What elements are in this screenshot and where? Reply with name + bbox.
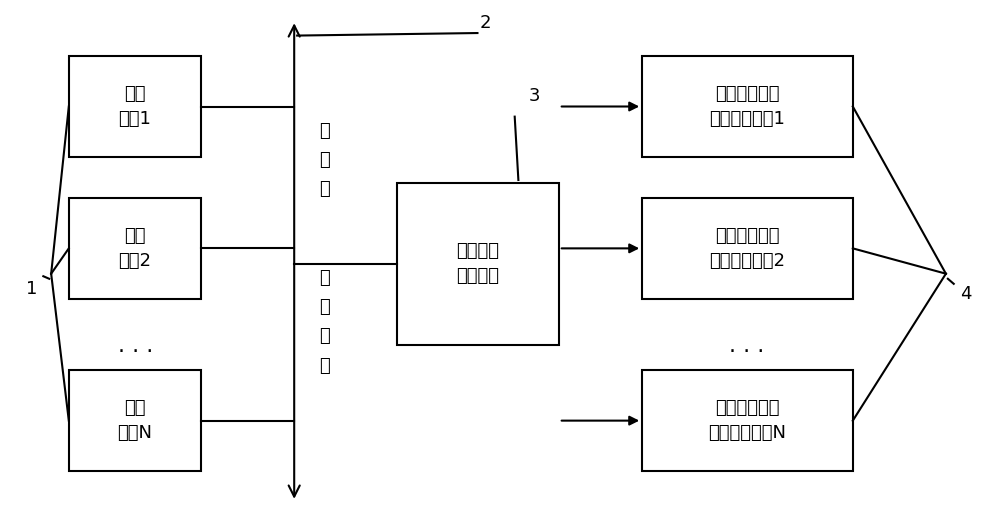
Text: 3: 3 bbox=[529, 87, 540, 105]
Text: 4: 4 bbox=[960, 285, 971, 303]
FancyBboxPatch shape bbox=[642, 370, 853, 472]
Text: 电池能量
管理模块: 电池能量 管理模块 bbox=[456, 242, 499, 285]
Text: · · ·: · · · bbox=[729, 342, 765, 362]
Text: 储能电池输出
端直流变换器1: 储能电池输出 端直流变换器1 bbox=[710, 85, 785, 128]
Text: 1: 1 bbox=[26, 280, 37, 298]
Text: 低
带
宽: 低 带 宽 bbox=[319, 121, 329, 198]
Text: 测量
模块2: 测量 模块2 bbox=[118, 227, 151, 270]
FancyBboxPatch shape bbox=[397, 183, 559, 345]
Text: 测量
模块1: 测量 模块1 bbox=[119, 85, 151, 128]
FancyBboxPatch shape bbox=[642, 56, 853, 157]
FancyBboxPatch shape bbox=[69, 370, 201, 472]
Text: 储能电池输出
端直流变换器2: 储能电池输出 端直流变换器2 bbox=[709, 227, 785, 270]
Text: · · ·: · · · bbox=[118, 342, 153, 362]
Text: 2: 2 bbox=[480, 14, 491, 32]
FancyBboxPatch shape bbox=[69, 197, 201, 299]
FancyBboxPatch shape bbox=[69, 56, 201, 157]
FancyBboxPatch shape bbox=[642, 197, 853, 299]
Text: 测量
模块N: 测量 模块N bbox=[117, 399, 152, 442]
Text: 通
信
线
路: 通 信 线 路 bbox=[319, 269, 329, 375]
Text: 储能电池输出
端直流变换器N: 储能电池输出 端直流变换器N bbox=[708, 399, 786, 442]
